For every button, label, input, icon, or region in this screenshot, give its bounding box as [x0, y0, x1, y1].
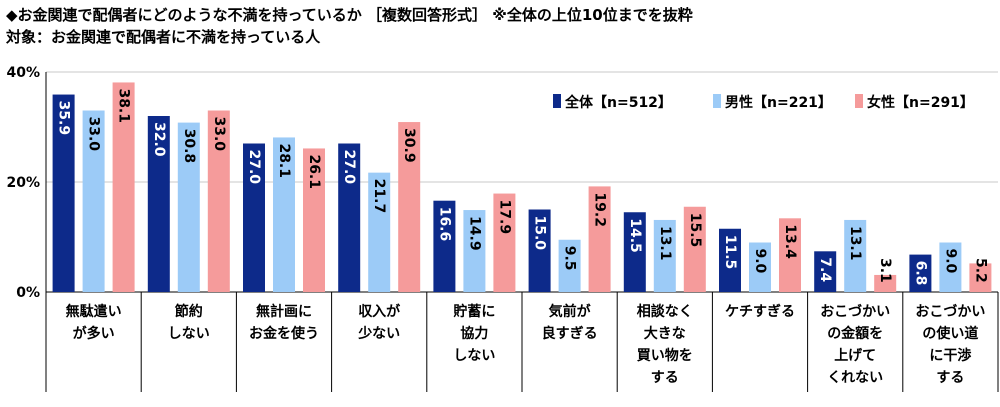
legend-label: 全体【n=512】 [564, 94, 672, 111]
category-label: 節約 [175, 303, 203, 320]
category-label: 無駄遣い [66, 303, 122, 320]
category-label: しない [168, 326, 210, 342]
bar [338, 143, 361, 292]
bar [969, 263, 992, 292]
data-label: 27.0 [341, 150, 357, 185]
category-label: しない [453, 348, 495, 364]
legend-label: 男性【n=221】 [725, 94, 832, 111]
bar [177, 122, 200, 292]
data-label: 15.0 [532, 216, 548, 251]
category-label: 協力 [460, 325, 488, 342]
category-label: が多い [73, 325, 115, 342]
category-label: する [936, 370, 964, 386]
category-label: 収入が [358, 303, 401, 320]
data-label: 32.0 [151, 122, 167, 157]
category-label: 大きな [644, 325, 686, 342]
bar [874, 274, 897, 292]
legend-swatch [553, 94, 561, 108]
category-label: ケチすぎる [725, 303, 795, 320]
data-label: 14.5 [627, 218, 643, 253]
bar [433, 200, 456, 292]
data-label: 9.5 [562, 246, 578, 271]
bar [653, 219, 676, 292]
data-label: 13.1 [657, 226, 673, 261]
bar [719, 228, 741, 292]
category-label: 良すぎる [542, 325, 598, 342]
category-label: 貯蓄に [453, 303, 495, 320]
legend-label: 女性【n=291】 [867, 94, 974, 111]
y-tick-label: 20% [6, 175, 40, 191]
category-label: 気前が [549, 303, 592, 320]
chart-title: ◆お金関連で配偶者にどのような不満を持っているか ［複数回答形式］ ※全体の上位… [6, 6, 693, 24]
category-label: 無計画に [256, 303, 312, 320]
category-label: くれない [827, 370, 883, 386]
bar [273, 137, 295, 292]
bar [779, 218, 801, 292]
data-label: 38.1 [116, 88, 132, 123]
data-label: 30.9 [401, 128, 417, 163]
data-label: 11.5 [722, 235, 738, 270]
bar [909, 254, 932, 292]
data-label: 13.1 [847, 226, 863, 261]
category-label: 上げて [834, 348, 876, 364]
data-label: 33.0 [86, 117, 102, 152]
data-label: 9.0 [942, 249, 958, 274]
bar [207, 110, 230, 292]
bar [528, 209, 551, 292]
bar [147, 116, 170, 292]
data-label: 16.6 [436, 207, 452, 242]
legend-swatch [855, 94, 863, 108]
data-label: 30.8 [181, 129, 197, 164]
bar [749, 242, 771, 292]
category-label: に干渉 [929, 347, 971, 364]
data-label: 6.8 [912, 261, 928, 286]
bar [52, 94, 75, 292]
data-label: 5.2 [972, 258, 988, 283]
bar [844, 219, 867, 292]
bar [82, 110, 105, 292]
category-label: お金を使う [249, 325, 319, 342]
category-label: の使い道 [922, 325, 978, 342]
data-label: 26.1 [306, 154, 322, 189]
chart-subtitle: 対象：お金関連で配偶者に不満を持っている人 [6, 28, 321, 46]
bar [814, 251, 837, 292]
category-label: の金額を [827, 325, 883, 342]
y-tick-label: 0% [16, 285, 40, 301]
data-label: 35.9 [56, 101, 72, 136]
bar [243, 143, 265, 292]
data-label: 13.4 [782, 224, 798, 259]
bar [493, 193, 516, 292]
data-label: 14.9 [466, 216, 482, 251]
category-label: する [651, 370, 679, 386]
data-label: 3.1 [877, 258, 893, 283]
bar [112, 82, 135, 292]
bar [463, 210, 486, 292]
bar [588, 186, 611, 292]
legend-swatch [713, 94, 721, 108]
bar [683, 206, 706, 292]
category-label: おこづかい [820, 303, 890, 320]
data-label: 17.9 [496, 200, 512, 235]
bar [623, 212, 646, 292]
data-label: 27.0 [246, 150, 262, 185]
bar [939, 242, 962, 292]
data-label: 33.0 [211, 117, 227, 152]
bar [368, 172, 391, 292]
category-label: 買い物を [637, 347, 693, 364]
data-label: 9.0 [752, 249, 768, 274]
y-tick-label: 40% [6, 65, 40, 81]
bar [303, 148, 325, 292]
data-label: 21.7 [371, 179, 387, 214]
category-label: おこづかい [915, 303, 985, 320]
data-label: 19.2 [592, 192, 608, 227]
category-label: 相談なく [637, 303, 693, 320]
category-label: 少ない [357, 325, 400, 342]
bar [398, 122, 421, 292]
data-label: 28.1 [276, 143, 292, 178]
data-label: 7.4 [817, 257, 833, 282]
bar [558, 239, 581, 292]
data-label: 15.5 [687, 213, 703, 248]
